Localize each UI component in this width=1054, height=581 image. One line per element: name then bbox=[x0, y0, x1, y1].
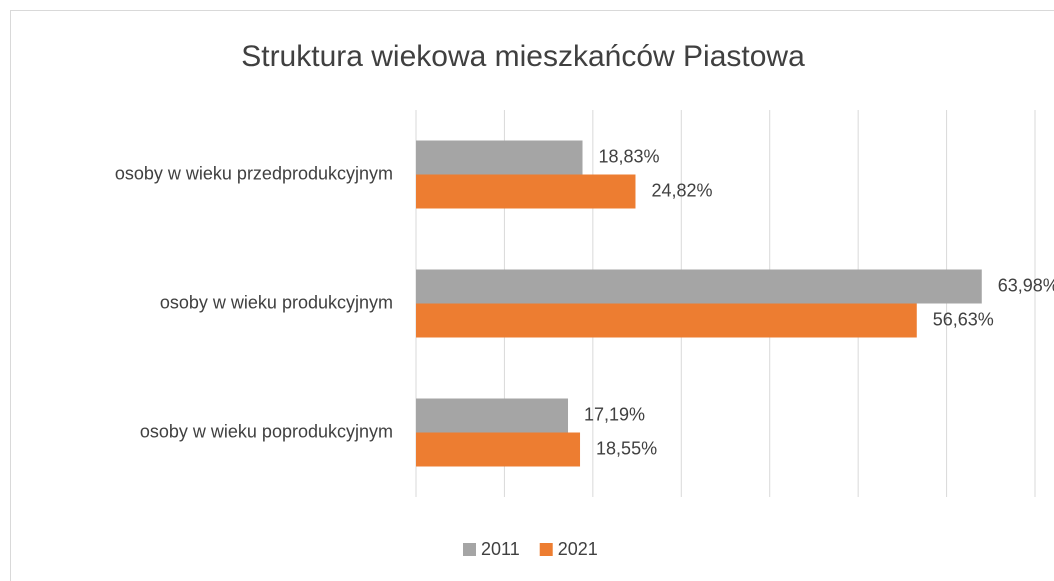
bar bbox=[416, 432, 581, 467]
category-label: osoby w wieku poprodukcyjnym bbox=[140, 421, 393, 441]
legend-label: 2021 bbox=[558, 539, 598, 559]
bar bbox=[416, 140, 583, 175]
legend-label: 2011 bbox=[481, 539, 520, 559]
bar bbox=[416, 174, 636, 209]
bar bbox=[416, 303, 917, 338]
value-label: 18,55% bbox=[596, 438, 657, 458]
value-label: 24,82% bbox=[651, 180, 712, 200]
value-label: 17,19% bbox=[584, 404, 645, 424]
bar bbox=[416, 269, 982, 304]
bar bbox=[416, 398, 569, 433]
legend-swatch bbox=[463, 543, 476, 556]
legend-swatch bbox=[539, 543, 553, 556]
category-label: osoby w wieku przedprodukcyjnym bbox=[115, 163, 393, 183]
value-label: 63,98% bbox=[998, 275, 1054, 295]
category-label: osoby w wieku produkcyjnym bbox=[160, 292, 393, 312]
value-label: 18,83% bbox=[599, 146, 660, 166]
value-label: 56,63% bbox=[933, 309, 994, 329]
chart-title: Struktura wiekowa mieszkańców Piastowa bbox=[241, 40, 805, 73]
